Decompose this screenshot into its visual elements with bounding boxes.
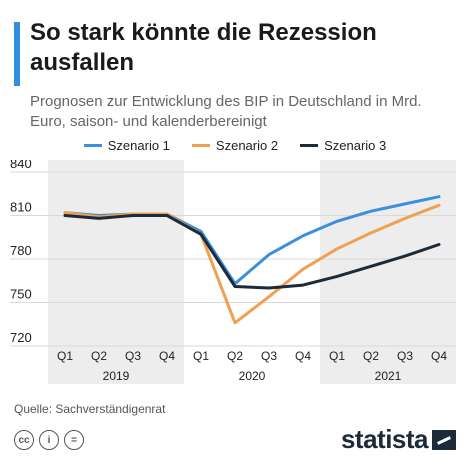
x-tick-label: Q4 [159, 349, 175, 363]
x-tick-label: Q3 [397, 349, 413, 363]
x-tick-label: Q1 [329, 349, 345, 363]
x-tick-label: Q3 [261, 349, 277, 363]
by-icon: i [39, 430, 59, 450]
year-label: 2021 [375, 369, 402, 383]
legend-item-szenario-3: Szenario 3 [300, 138, 386, 153]
y-tick-label: 750 [10, 287, 32, 302]
x-tick-label: Q4 [295, 349, 311, 363]
legend-label: Szenario 3 [324, 138, 387, 153]
legend: Szenario 1 Szenario 2 Szenario 3 [0, 138, 470, 153]
y-tick-label: 780 [10, 243, 32, 258]
series-line-3 [63, 214, 441, 290]
y-tick-label: 810 [10, 200, 32, 215]
license-icons: cc i = [14, 430, 84, 450]
legend-label: Szenario 1 [107, 138, 170, 153]
brand-name: statista [340, 424, 429, 454]
x-tick-label: Q1 [193, 349, 209, 363]
year-label: 2019 [103, 369, 130, 383]
nd-icon: = [64, 430, 84, 450]
legend-item-szenario-2: Szenario 2 [191, 138, 279, 153]
legend-label: Szenario 2 [215, 138, 279, 153]
brand-logo: statista [341, 424, 456, 455]
chart-title: So stark könnte die Rezession ausfallen [30, 19, 377, 76]
x-tick-label: Q2 [91, 349, 107, 363]
y-tick-label: 840 [10, 160, 32, 171]
x-tick-label: Q2 [227, 349, 243, 363]
x-tick-label: Q1 [57, 349, 73, 363]
legend-item-szenario-1: Szenario 1 [83, 138, 170, 153]
y-tick-label: 720 [10, 330, 32, 345]
cc-icon: cc [14, 430, 34, 450]
line-chart: 720 750 780 810 840 Q1 Q2 Q3 Q4 Q1 Q2 Q3 Q4 Q1 Q2 Q3 Q4 2… [10, 160, 456, 384]
legend-swatch [83, 144, 102, 147]
year-label: 2020 [239, 369, 266, 383]
x-tick-label: Q4 [431, 349, 447, 363]
chart-subtitle: Prognosen zur Entwicklung des BIP in Deu… [30, 93, 422, 130]
source-note: Quelle: Sachverständigenrat [14, 402, 166, 416]
x-tick-label: Q2 [363, 349, 379, 363]
title-accent-bar [14, 22, 20, 86]
year-band [48, 160, 184, 384]
legend-swatch [300, 144, 319, 147]
statista-logo-icon [432, 429, 456, 450]
legend-swatch [191, 144, 210, 147]
x-tick-label: Q3 [125, 349, 141, 363]
